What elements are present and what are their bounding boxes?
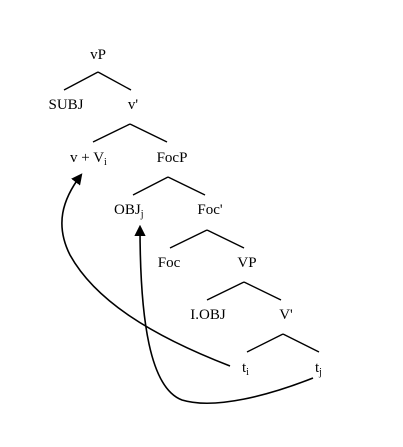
node-obj: OBJj (114, 202, 143, 220)
tree-branches (63, 71, 320, 353)
branch-focbar-foc (169, 229, 208, 249)
branch-vprime-tj (282, 333, 320, 353)
branch-focp-obj (132, 176, 169, 196)
node-trace-j-index: j (318, 367, 322, 378)
node-trace-j-label: t (315, 360, 320, 376)
node-trace-i: ti (242, 360, 249, 378)
node-focp: FocP (157, 150, 188, 166)
branch-vprime-ti (246, 333, 284, 353)
node-obj-label: OBJ (114, 202, 141, 218)
node-v-prime: V' (279, 307, 293, 323)
branch-vp-subj (63, 71, 99, 91)
branch-vp-vbar (97, 71, 132, 91)
branch-vp-iobj (206, 281, 245, 301)
movement-arrows (61, 173, 314, 404)
node-trace-i-index: i (246, 367, 249, 378)
node-foc: Foc (158, 255, 181, 271)
node-foc-bar: Foc' (197, 202, 223, 218)
movement-arrow-i (61, 173, 231, 367)
node-v-head-index: i (104, 157, 107, 168)
branch-vbar-vhead (92, 123, 131, 143)
movement-arrow-j (134, 224, 314, 404)
node-v-head: v + Vi (70, 150, 107, 168)
node-v-bar: v' (128, 97, 139, 113)
node-trace-j: tj (315, 360, 322, 378)
node-subj: SUBJ (48, 97, 83, 113)
branch-vp-vprime (243, 281, 282, 301)
node-vp-lower: VP (237, 255, 256, 271)
node-v-head-label: v + V (70, 150, 104, 166)
tree-nodes: vP SUBJ v' v + Vi FocP OBJj Foc' Foc VP … (48, 47, 321, 378)
node-obj-index: j (140, 209, 144, 220)
branch-focbar-vp (206, 229, 245, 249)
branch-vbar-focp (129, 123, 168, 143)
node-trace-i-label: t (242, 360, 247, 376)
node-iobj: I.OBJ (190, 307, 226, 323)
branch-focp-focbar (167, 176, 206, 196)
node-vp-top: vP (90, 47, 106, 63)
